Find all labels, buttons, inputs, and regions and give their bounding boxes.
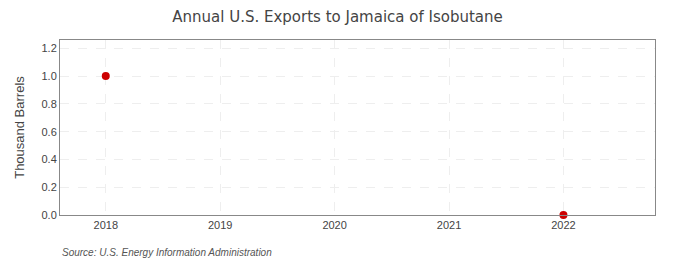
svg-text:2022: 2022 (551, 219, 575, 231)
svg-text:0.2: 0.2 (42, 181, 57, 193)
svg-text:2020: 2020 (322, 219, 346, 231)
svg-text:2018: 2018 (94, 219, 118, 231)
svg-text:2021: 2021 (437, 219, 461, 231)
svg-text:0.0: 0.0 (42, 209, 57, 221)
svg-text:Source: U.S. Energy Informatio: Source: U.S. Energy Information Administ… (62, 247, 272, 258)
svg-text:1.0: 1.0 (42, 70, 57, 82)
svg-text:Annual U.S. Exports to Jamaica: Annual U.S. Exports to Jamaica of Isobut… (172, 8, 503, 26)
svg-text:0.4: 0.4 (42, 153, 57, 165)
svg-text:2019: 2019 (208, 219, 232, 231)
svg-text:0.6: 0.6 (42, 126, 57, 138)
svg-text:Thousand Barrels: Thousand Barrels (12, 76, 27, 179)
svg-text:0.8: 0.8 (42, 98, 57, 110)
svg-text:1.2: 1.2 (42, 42, 57, 54)
